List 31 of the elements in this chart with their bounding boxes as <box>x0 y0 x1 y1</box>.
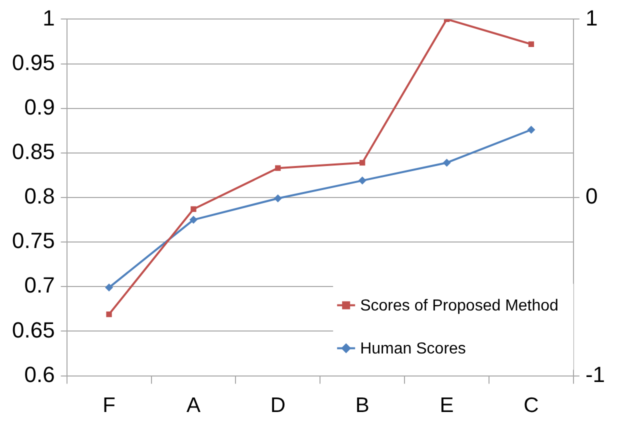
point <box>275 165 281 171</box>
x-tick-label: C <box>524 394 539 418</box>
point <box>528 41 534 47</box>
point <box>527 126 536 134</box>
y-tick-label: 0.8 <box>24 184 55 209</box>
point <box>360 160 366 166</box>
y2-tick-label: 1 <box>585 5 598 30</box>
point <box>190 206 196 212</box>
y-tick-label: 0.6 <box>24 362 55 387</box>
point <box>106 311 112 318</box>
y-tick-label: 1 <box>42 5 55 30</box>
point <box>358 176 366 185</box>
y-tick-label: 0.95 <box>12 50 55 75</box>
y-tick-label: 0.65 <box>12 317 55 342</box>
legend-label: Scores of Proposed Method <box>360 298 558 315</box>
point <box>189 216 198 224</box>
y2-tick-label: 0 <box>585 184 598 209</box>
y2-tick-label: -1 <box>585 362 605 387</box>
x-tick-label: B <box>355 394 370 418</box>
point <box>105 284 114 292</box>
y-tick-label: 0.75 <box>12 228 55 254</box>
y-tick-label: 0.9 <box>24 94 55 120</box>
x-tick-label: A <box>186 394 200 418</box>
point <box>442 158 451 167</box>
x-tick-label: D <box>270 394 286 418</box>
y-tick-label: 0.7 <box>24 272 55 298</box>
point <box>274 194 282 202</box>
x-tick-label: F <box>102 394 116 418</box>
x-tick-label: E <box>440 394 454 418</box>
y-tick-label: 0.85 <box>12 138 55 164</box>
legend-label: Human Scores <box>360 340 466 358</box>
